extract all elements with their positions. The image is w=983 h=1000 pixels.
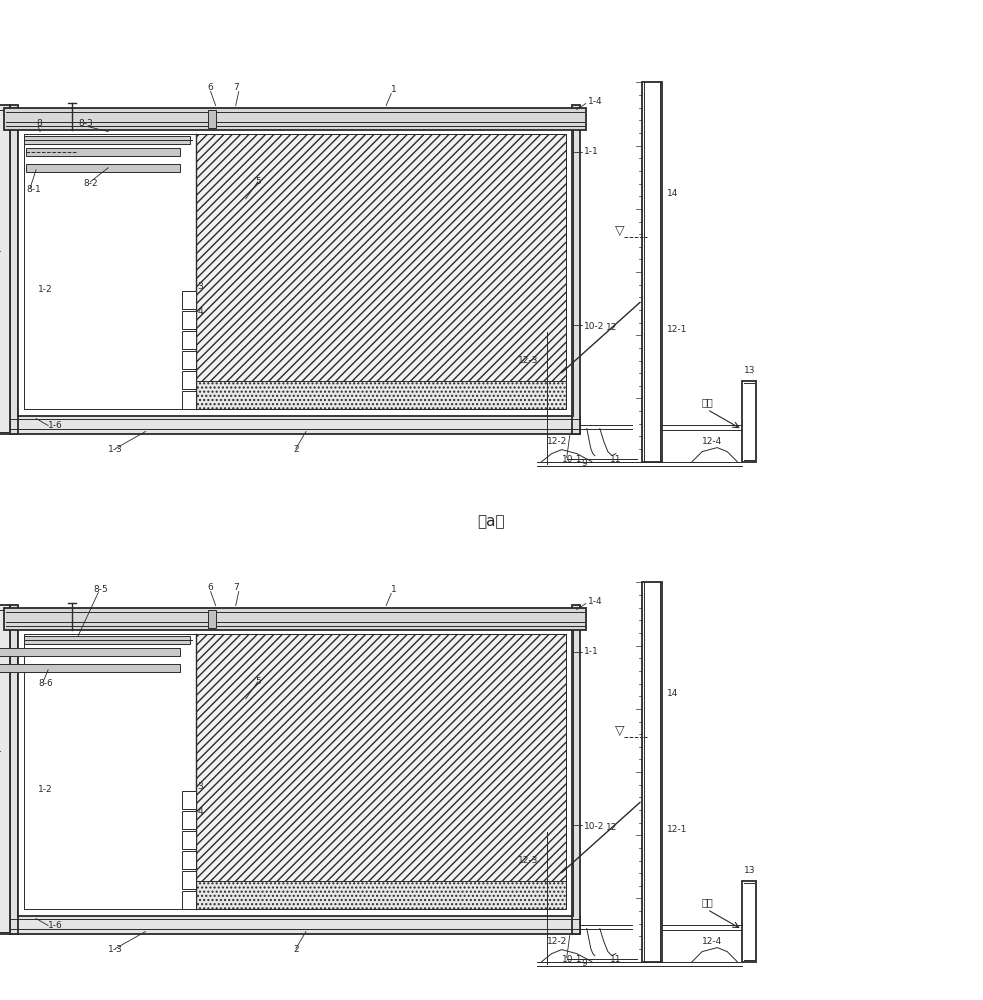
Bar [642,582,662,962]
Text: 1: 1 [391,585,397,594]
Text: （a）: （a） [478,514,505,529]
Bar [182,351,196,369]
Bar [182,791,196,809]
Text: 10-2: 10-2 [584,322,605,331]
Bar [572,105,580,434]
Text: 1-3: 1-3 [108,945,123,954]
Text: 12-1: 12-1 [667,325,687,334]
Bar [4,108,586,130]
Text: 7: 7 [233,583,239,592]
Text: 1-6: 1-6 [48,421,63,430]
Bar [182,311,196,329]
Text: 12-4: 12-4 [702,937,723,946]
Text: 3: 3 [198,782,203,791]
Text: 1-4: 1-4 [588,597,603,606]
Text: 12-3: 12-3 [518,356,539,365]
Bar [196,381,566,409]
Bar [10,416,580,434]
Bar [0,105,10,434]
Bar [182,391,196,409]
Text: 12: 12 [606,323,617,332]
Text: 1-2: 1-2 [38,785,53,794]
Text: 12: 12 [606,823,617,832]
Bar [182,291,196,309]
Text: 6: 6 [207,83,213,92]
Bar [27,164,180,172]
Text: 8-5: 8-5 [93,585,108,594]
Bar [182,371,196,389]
Bar [0,605,10,934]
Text: 12-3: 12-3 [518,856,539,865]
Bar [182,891,196,909]
Text: 5: 5 [256,177,261,186]
Bar [642,82,662,462]
Bar [0,648,180,656]
Text: 1-3: 1-3 [108,445,123,454]
Text: 进水: 进水 [701,897,713,907]
Text: 8-3: 8-3 [79,119,93,128]
Bar [182,331,196,349]
Bar [182,851,196,869]
Text: 4: 4 [198,807,203,816]
Bar [196,881,566,909]
Text: 12-1: 12-1 [667,825,687,834]
Bar [10,916,580,934]
Text: 7: 7 [233,83,239,92]
Bar [24,636,190,644]
Text: ▽: ▽ [615,224,625,237]
Text: 8-6: 8-6 [38,679,53,688]
Bar [207,110,215,128]
Bar [182,871,196,889]
Text: 10-1: 10-1 [561,955,582,964]
Text: 10-2: 10-2 [584,822,605,831]
Text: 8-1: 8-1 [27,185,41,194]
Text: 13: 13 [743,366,755,375]
Text: 11: 11 [609,455,621,464]
Text: 8-2: 8-2 [84,179,98,188]
Bar [742,881,756,962]
Bar [10,105,18,434]
Bar [24,136,190,144]
Bar [4,608,586,630]
Text: ▽: ▽ [615,724,625,737]
Text: 12-4: 12-4 [702,437,723,446]
Text: 1-2: 1-2 [38,285,53,294]
Text: 4: 4 [198,307,203,316]
Text: 2: 2 [293,945,299,954]
Bar [196,634,566,909]
Text: 1-1: 1-1 [584,647,599,656]
Text: 5: 5 [256,677,261,686]
Bar [10,605,18,934]
Text: 12-2: 12-2 [547,437,567,446]
Bar [572,605,580,934]
Bar [742,381,756,462]
Bar [196,134,566,409]
Text: 12-2: 12-2 [547,937,567,946]
Text: 11: 11 [609,955,621,964]
Bar [182,811,196,829]
Bar [207,610,215,628]
Text: 13: 13 [743,866,755,875]
Text: 1: 1 [391,85,397,94]
Text: 1-4: 1-4 [588,97,603,106]
Bar [182,831,196,849]
Text: 6: 6 [207,583,213,592]
Text: 1-1: 1-1 [584,147,599,156]
Text: 进水: 进水 [701,397,713,407]
Bar [0,664,180,672]
Text: 9: 9 [582,959,588,968]
Text: 14: 14 [667,689,678,698]
Text: 2: 2 [293,445,299,454]
Text: 8: 8 [36,119,42,128]
Text: 3: 3 [198,282,203,291]
Text: 1-6: 1-6 [48,921,63,930]
Bar [27,148,180,156]
Text: 10-1: 10-1 [561,455,582,464]
Text: 9: 9 [582,459,588,468]
Text: 14: 14 [667,189,678,198]
